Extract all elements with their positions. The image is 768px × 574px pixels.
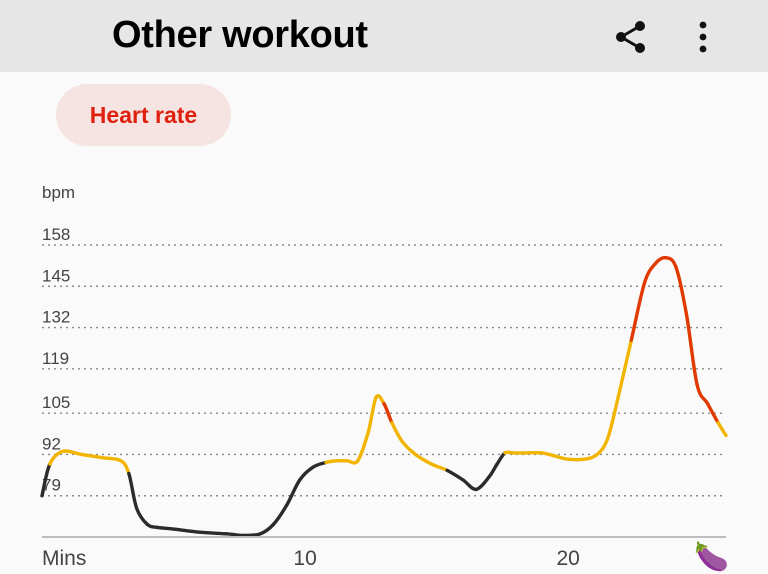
heart-rate-segment xyxy=(540,451,557,458)
y-tick-label: 158 xyxy=(42,225,70,244)
heart-rate-segment xyxy=(100,455,123,463)
heart-rate-segment xyxy=(156,525,176,531)
heart-rate-segment xyxy=(171,527,202,534)
heart-rate-segment xyxy=(79,452,105,460)
heart-rate-segment xyxy=(695,382,710,406)
heart-rate-segment xyxy=(582,452,599,461)
app-bar: Other workout xyxy=(0,0,768,72)
heart-rate-segment xyxy=(616,338,633,400)
more-vert-icon[interactable] xyxy=(688,18,718,56)
y-tick-label: 119 xyxy=(42,349,69,368)
heart-rate-segment xyxy=(716,421,728,438)
heart-rate-segment xyxy=(642,262,657,285)
heart-rate-segment xyxy=(135,506,149,527)
x-tick-label: 10 xyxy=(293,547,316,570)
y-tick-label: 105 xyxy=(42,393,70,412)
x-tick-labels: 10 20 xyxy=(293,547,579,570)
heart-rate-segment xyxy=(629,281,647,342)
heart-rate-chip[interactable]: Heart rate xyxy=(56,84,231,146)
heart-rate-segment xyxy=(413,452,434,466)
heart-rate-segment xyxy=(684,313,699,387)
eggplant-icon: 🍆 xyxy=(694,540,729,573)
heart-rate-segment xyxy=(461,478,478,492)
y-axis-label: bpm xyxy=(42,183,75,202)
heart-rate-segment xyxy=(311,460,328,469)
heart-rate-segment xyxy=(674,265,689,317)
heart-rate-chip-label: Heart rate xyxy=(89,101,198,128)
heart-rate-segment xyxy=(566,457,586,462)
x-tick-label: 20 xyxy=(556,547,579,570)
y-tick-label: 92 xyxy=(42,434,61,453)
workout-detail-panel xyxy=(0,72,768,574)
heart-rate-segment xyxy=(127,471,139,511)
page-title: Other workout xyxy=(112,14,368,56)
heart-rate-segment xyxy=(382,401,394,425)
heart-rate-segment xyxy=(429,462,449,473)
heart-rate-segment xyxy=(224,532,247,538)
heart-rate-segment xyxy=(605,395,620,441)
heart-rate-segment xyxy=(663,255,678,269)
heart-rate-line xyxy=(40,255,728,538)
heart-rate-segment xyxy=(474,474,491,492)
heart-rate-segment xyxy=(445,468,465,482)
heart-rate-segment xyxy=(198,530,228,536)
heart-rate-segment xyxy=(258,522,276,536)
heart-rate-segment xyxy=(242,532,263,538)
y-tick-label: 145 xyxy=(42,266,70,285)
y-tick-label: 132 xyxy=(42,308,70,327)
heart-rate-segment xyxy=(40,462,52,498)
heart-rate-segment xyxy=(487,462,499,479)
chart-grid xyxy=(42,244,726,497)
heart-rate-segment xyxy=(653,255,668,266)
heart-rate-segment xyxy=(119,459,131,476)
heart-rate-segment xyxy=(390,421,405,444)
heart-rate-segment xyxy=(271,503,289,527)
heart-rate-segment xyxy=(355,430,370,463)
heart-rate-segment xyxy=(400,440,418,457)
heart-rate-segment xyxy=(298,465,315,482)
share-icon[interactable] xyxy=(612,18,650,56)
heart-rate-segment xyxy=(595,436,610,457)
heart-rate-segment xyxy=(366,395,378,434)
heart-rate-segment xyxy=(553,454,570,461)
heart-rate-segment xyxy=(284,478,302,507)
x-axis-label: Mins xyxy=(42,547,86,570)
